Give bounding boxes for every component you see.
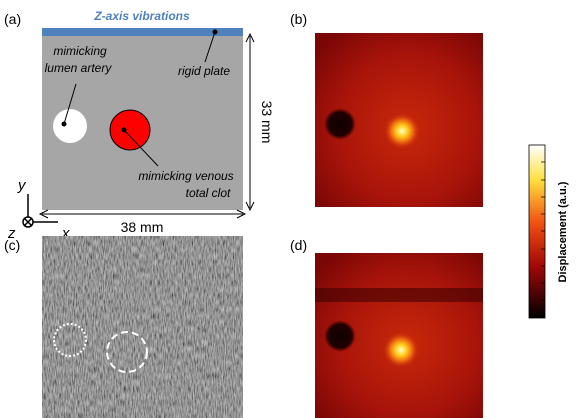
clot-label: total clot (186, 186, 231, 200)
artery-region (324, 108, 356, 140)
clot (110, 110, 150, 150)
colorbar (529, 145, 545, 318)
artery (53, 109, 87, 143)
height-label: 33 mm (259, 101, 275, 144)
panel-label: (a) (4, 11, 21, 27)
artery-region (324, 320, 356, 352)
artery-label: lumen artery (45, 61, 113, 75)
artery-label: mimicking (53, 44, 107, 58)
panel-label: (c) (4, 237, 20, 253)
clot-region (384, 113, 420, 149)
panel-label: (b) (290, 11, 307, 27)
plate-label: rigid plate (178, 64, 230, 78)
axis-label: y (17, 177, 27, 194)
vibration-label: Z-axis vibrations (93, 9, 190, 23)
clot-label: mimicking venous (138, 169, 233, 183)
colorbar-label: Displacement (a.u.) (557, 181, 569, 282)
panel-label: (d) (290, 237, 307, 253)
clot-region (383, 332, 419, 368)
artifact-band (315, 288, 483, 302)
width-label: 38 mm (121, 219, 164, 235)
ultrasound-image (42, 236, 243, 418)
figure: (a) Z-axis vibrations mimicking lumen ar… (0, 0, 578, 418)
